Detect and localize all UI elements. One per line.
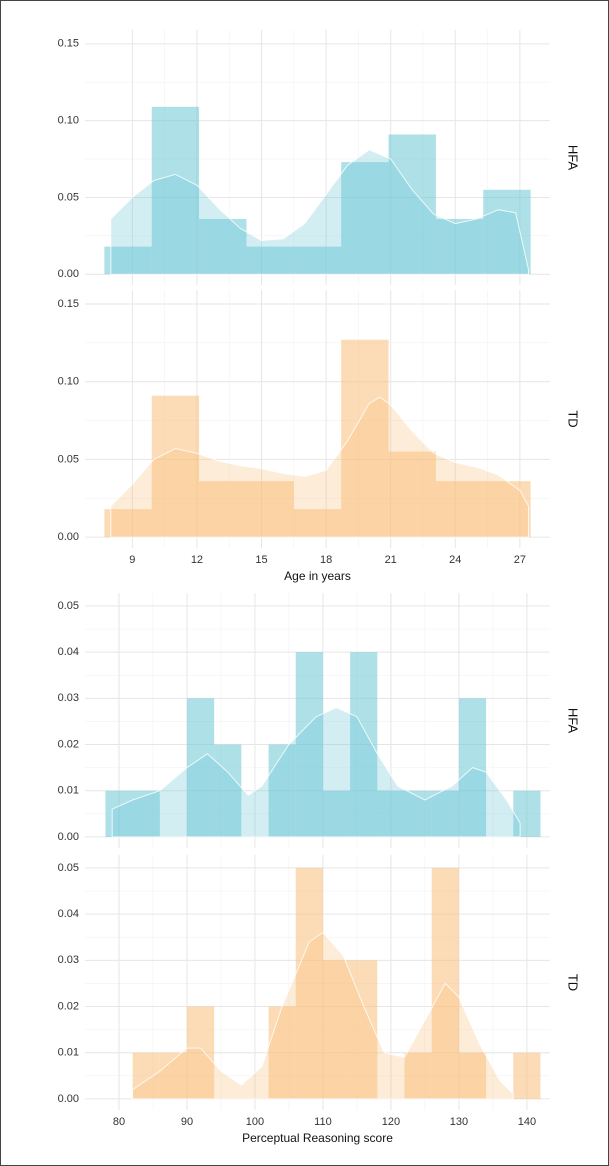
y-tick-label: 0.05 [58, 191, 79, 203]
histogram-bar [151, 395, 200, 538]
y-tick-label: 0.04 [58, 908, 79, 920]
y-tick-label: 0.05 [58, 862, 79, 874]
histogram-bar [105, 790, 133, 837]
histogram-bar [268, 744, 296, 837]
histogram-bar [377, 790, 405, 837]
density-area [110, 149, 529, 275]
histogram-bar [214, 744, 242, 837]
facet-label: TD [566, 974, 581, 991]
histogram-bar [458, 1052, 487, 1099]
histogram-bar [513, 1052, 541, 1099]
x-tick-label: 9 [129, 554, 135, 566]
y-tick-label: 0.03 [58, 692, 79, 704]
histogram-bar [431, 790, 459, 837]
y-tick-label: 0.00 [58, 831, 79, 843]
y-tick-label: 0.15 [58, 298, 79, 310]
histogram-bar [293, 509, 342, 538]
histogram-bar [322, 790, 351, 837]
histogram-bar [404, 1052, 432, 1099]
y-tick-label: 0.05 [58, 600, 79, 612]
density-area [110, 396, 529, 538]
facet-label: TD [566, 410, 581, 427]
histogram-bar [159, 1052, 187, 1099]
histogram-bar [341, 162, 389, 275]
x-tick-label: 90 [181, 1116, 193, 1128]
y-tick-label: 0.01 [58, 1047, 79, 1059]
x-tick-label: 140 [518, 1116, 536, 1128]
histogram-bar [435, 218, 484, 275]
histogram-bar [104, 509, 152, 538]
y-tick-label: 0.10 [58, 376, 79, 388]
y-tick-label: 0.02 [58, 738, 79, 750]
y-tick-label: 0.01 [58, 785, 79, 797]
x-tick-label: 80 [113, 1116, 125, 1128]
histogram-bar [295, 652, 323, 837]
x-tick-label: 110 [314, 1116, 332, 1128]
y-tick-label: 0.15 [58, 38, 79, 50]
histogram-bar [268, 1006, 296, 1099]
histogram-bar [388, 134, 436, 275]
histogram-bar [293, 246, 342, 275]
histogram-bar [186, 1006, 215, 1099]
y-tick-label: 0.00 [58, 1093, 79, 1105]
histogram-bar [483, 481, 531, 538]
x-tick-label: 15 [255, 554, 267, 566]
histogram-bar [483, 189, 531, 275]
histogram-bar [132, 1052, 160, 1099]
histogram-bar [435, 481, 484, 538]
histogram-bar [199, 481, 247, 538]
x-tick-label: 12 [191, 554, 203, 566]
x-axis-title: Perceptual Reasoning score [242, 1131, 393, 1145]
histogram-bar [295, 867, 323, 1099]
y-tick-label: 0.04 [58, 646, 79, 658]
x-tick-label: 18 [320, 554, 332, 566]
x-axis-title: Age in years [284, 569, 351, 583]
histogram-bar [246, 246, 294, 275]
y-tick-label: 0.00 [58, 268, 79, 280]
histogram-bar [513, 790, 541, 837]
y-tick-label: 0.05 [58, 453, 79, 465]
x-tick-label: 130 [450, 1116, 468, 1128]
density-area [132, 931, 514, 1100]
facet-label: HFA [566, 145, 581, 171]
y-tick-label: 0.03 [58, 954, 79, 966]
histogram-bar [322, 960, 351, 1099]
histogram-bar [246, 481, 294, 538]
y-tick-label: 0.00 [58, 531, 79, 543]
histogram-bar [388, 451, 436, 538]
facet-label: HFA [566, 708, 581, 734]
histogram-bar [350, 652, 378, 837]
histogram-bar [104, 246, 152, 275]
histogram-bar [151, 106, 200, 275]
y-tick-label: 0.02 [58, 1000, 79, 1012]
density-area [111, 707, 521, 838]
histogram-bar [186, 698, 215, 837]
x-tick-label: 24 [449, 554, 461, 566]
histogram-bar [199, 218, 247, 275]
x-tick-label: 120 [382, 1116, 400, 1128]
y-tick-label: 0.10 [58, 115, 79, 127]
x-tick-label: 100 [246, 1116, 264, 1128]
x-tick-label: 27 [514, 554, 526, 566]
x-tick-label: 21 [385, 554, 397, 566]
